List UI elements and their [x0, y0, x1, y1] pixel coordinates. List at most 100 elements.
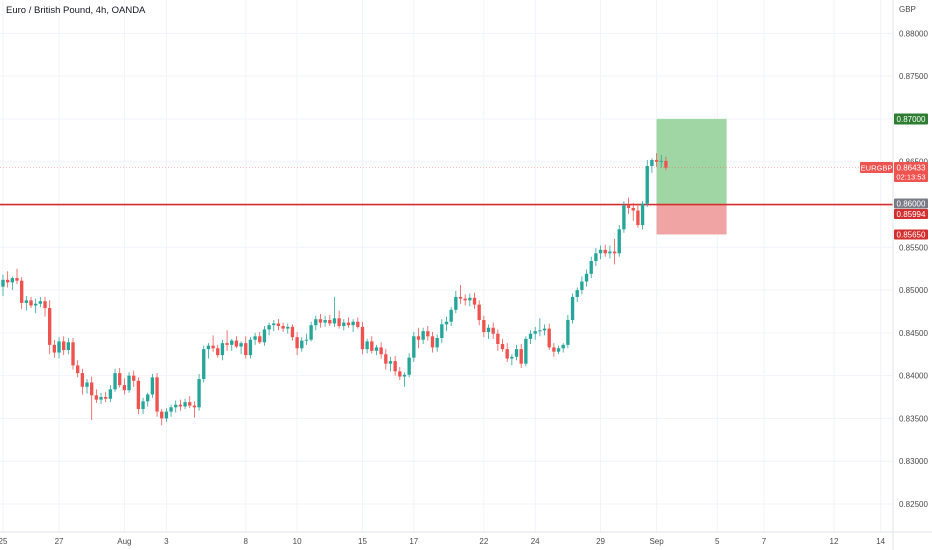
- candle-body: [650, 160, 654, 167]
- candle-body: [440, 324, 444, 339]
- candle-body: [38, 301, 43, 304]
- candle: [253, 332, 257, 345]
- candle: [169, 404, 173, 417]
- candle-body: [346, 322, 351, 326]
- candle: [267, 322, 271, 336]
- candle: [538, 318, 542, 337]
- candle-body: [570, 296, 575, 321]
- candle-body: [598, 249, 603, 254]
- candle-body: [412, 336, 416, 358]
- candle: [519, 343, 523, 368]
- x-tick-label: 25: [0, 537, 8, 546]
- candle: [132, 370, 136, 387]
- long-position-tool[interactable]: [656, 118, 727, 235]
- candle: [136, 377, 141, 415]
- candle-body: [220, 343, 225, 356]
- candle-body: [402, 374, 407, 377]
- candle-body: [342, 322, 346, 327]
- x-tick-label: 17: [409, 537, 418, 546]
- x-tick-label: 27: [55, 537, 64, 546]
- candle: [622, 201, 626, 233]
- candle: [192, 401, 197, 418]
- candle: [328, 314, 332, 327]
- candle: [43, 296, 47, 317]
- candle-body: [24, 300, 29, 303]
- x-tick-label: Sep: [649, 537, 664, 546]
- candle: [323, 315, 327, 327]
- candle-body: [654, 160, 659, 162]
- candle: [626, 197, 631, 214]
- candle: [318, 314, 323, 328]
- horizontal-levels[interactable]: [0, 167, 893, 206]
- candle: [239, 341, 243, 355]
- candle-body: [463, 298, 467, 301]
- candle-body: [500, 343, 505, 350]
- candle: [454, 290, 458, 314]
- candle: [421, 327, 425, 344]
- candle: [631, 202, 635, 221]
- candle-body: [104, 397, 108, 399]
- candle: [379, 342, 383, 359]
- chart-title: Euro / British Pound, 4h, OANDA: [6, 5, 146, 16]
- countdown-text: 02:13:53: [896, 172, 925, 181]
- candle: [426, 326, 430, 341]
- candle: [444, 316, 449, 332]
- candle: [141, 397, 145, 415]
- candle: [524, 336, 528, 367]
- candle: [486, 324, 491, 339]
- candle: [533, 326, 537, 340]
- candle-body: [272, 323, 276, 326]
- candle-body: [384, 354, 388, 364]
- candle-body: [594, 253, 598, 261]
- symbol-tag: EURGBP: [860, 161, 893, 173]
- candle: [398, 367, 402, 380]
- candle-body: [5, 279, 10, 283]
- candle: [542, 324, 547, 336]
- candle-body: [477, 304, 481, 321]
- candle-body: [556, 348, 561, 352]
- candle-body: [547, 328, 551, 348]
- candle: [24, 296, 29, 311]
- candle-body: [328, 320, 332, 324]
- candle: [244, 336, 248, 359]
- candle: [127, 372, 131, 393]
- candle-body: [52, 344, 57, 353]
- candle: [94, 389, 99, 404]
- candle: [38, 296, 43, 308]
- entry-price-label-text: 0.85994: [897, 210, 926, 219]
- candle: [118, 367, 122, 388]
- candle-body: [398, 371, 402, 377]
- candle-body: [421, 331, 425, 340]
- candle: [458, 284, 463, 304]
- candle: [514, 344, 519, 361]
- candle: [416, 327, 421, 349]
- candle-body: [155, 377, 159, 412]
- candle: [351, 319, 355, 333]
- candle: [580, 276, 584, 295]
- candle: [99, 392, 103, 404]
- candle-body: [589, 260, 593, 274]
- candle-body: [300, 340, 304, 349]
- candle-body: [202, 349, 206, 380]
- candle: [304, 333, 309, 345]
- candle: [62, 336, 66, 356]
- candle-body: [426, 331, 430, 337]
- candle-body: [239, 343, 243, 347]
- candle-body: [659, 160, 663, 162]
- candle: [197, 373, 201, 411]
- candle-body: [309, 325, 313, 340]
- candle: [5, 271, 10, 288]
- candle: [216, 344, 220, 358]
- candle-body: [631, 207, 635, 211]
- candle: [225, 330, 229, 351]
- candle-body: [510, 356, 514, 359]
- candle-body: [225, 343, 229, 345]
- candle-body: [542, 328, 547, 331]
- candle: [384, 349, 388, 370]
- candle-body: [1, 279, 5, 287]
- candle-body: [160, 411, 164, 419]
- candle-body: [206, 345, 211, 350]
- candle: [654, 153, 659, 167]
